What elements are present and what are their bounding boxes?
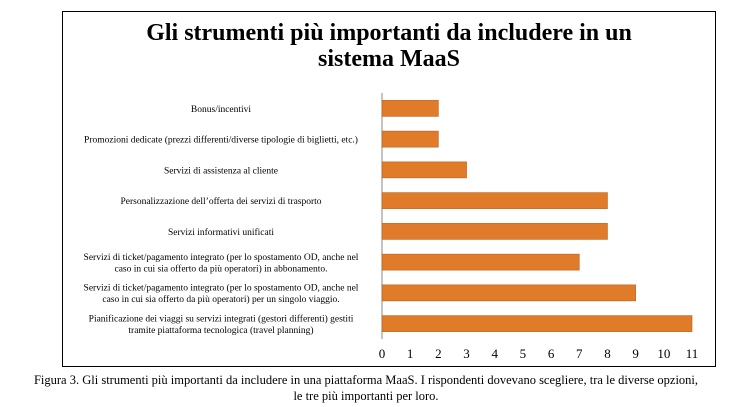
x-tick-label-9: 9 <box>632 346 639 361</box>
bar-7 <box>381 100 439 117</box>
chart-title-line-2: sistema MaaS <box>318 46 460 72</box>
x-tick-label-8: 8 <box>604 346 611 361</box>
category-label-1: Servizi di ticket/pagamento integrato (p… <box>84 283 359 306</box>
x-tick-label-6: 6 <box>548 346 555 361</box>
bar-1 <box>381 284 636 302</box>
chart-frame <box>62 11 716 367</box>
category-label-4: Personalizzazione dell’offerta dei servi… <box>120 196 321 207</box>
figure-caption: Figura 3. Gli strumenti più importanti d… <box>0 372 732 404</box>
x-tick-label-7: 7 <box>576 346 583 361</box>
x-tick-label-11: 11 <box>686 346 699 361</box>
caption-line-2: le tre più importanti per loro. <box>293 389 439 403</box>
bar-3 <box>381 223 608 240</box>
x-tick-label-3: 3 <box>463 346 470 361</box>
category-label-5: Servizi di assistenza al cliente <box>164 166 278 176</box>
chart-title: Gli strumenti più importanti da includer… <box>62 20 716 72</box>
x-tick-label-5: 5 <box>520 346 527 361</box>
caption-line-1: Figura 3. Gli strumenti più importanti d… <box>33 373 699 387</box>
x-tick-label-1: 1 <box>407 346 414 361</box>
category-label-2: Servizi di ticket/pagamento integrato (p… <box>84 252 359 275</box>
bar-6 <box>381 130 439 148</box>
bar-5 <box>381 161 467 179</box>
bar-2 <box>381 253 580 271</box>
x-tick-label-2: 2 <box>435 346 442 361</box>
x-tick-label-10: 10 <box>657 346 670 361</box>
bar-0 <box>381 315 693 332</box>
category-label-6: Promozioni dedicate (prezzi differenti/d… <box>84 135 358 146</box>
x-tick-label-4: 4 <box>491 346 498 361</box>
chart-title-line-1: Gli strumenti più importanti da includer… <box>146 20 632 46</box>
category-label-3: Servizi informativi unificati <box>168 227 274 238</box>
bar-4 <box>381 192 608 209</box>
x-tick-label-0: 0 <box>379 346 386 361</box>
category-label-0: Pianificazione dei viaggi su servizi int… <box>89 313 354 336</box>
category-label-7: Bonus/incentivi <box>191 105 252 115</box>
